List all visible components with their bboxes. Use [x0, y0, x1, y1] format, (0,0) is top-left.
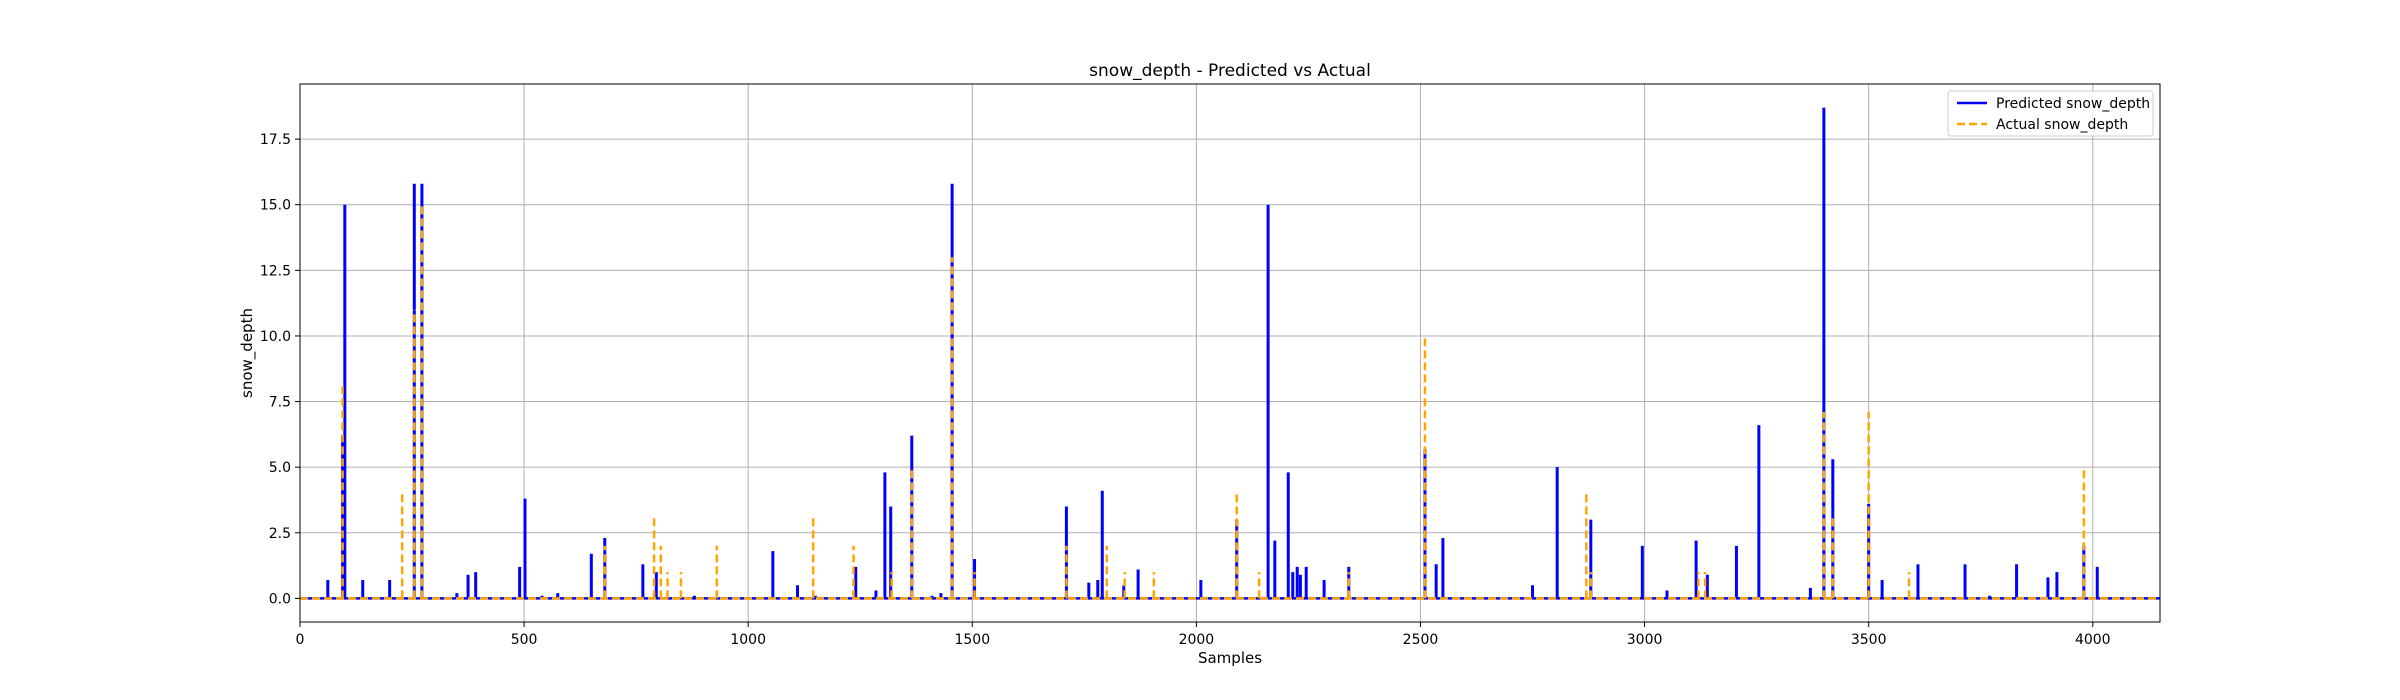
- x-tick-label: 1000: [730, 632, 766, 648]
- y-tick-label: 17.5: [260, 132, 291, 148]
- x-tick-label: 3500: [1851, 632, 1887, 648]
- y-tick-label: 10.0: [260, 329, 291, 345]
- x-tick-label: 0: [296, 632, 305, 648]
- y-tick-label: 0.0: [269, 591, 291, 607]
- legend-label-actual: Actual snow_depth: [1996, 117, 2128, 133]
- y-tick-label: 7.5: [269, 395, 291, 411]
- legend-label-predicted: Predicted snow_depth: [1996, 96, 2150, 112]
- x-tick-label: 2000: [1179, 632, 1215, 648]
- y-tick-label: 2.5: [269, 526, 291, 542]
- x-tick-label: 500: [511, 632, 538, 648]
- y-axis-label: snow_depth: [238, 308, 257, 398]
- plot-frame: [299, 83, 2161, 623]
- y-tick-label: 15.0: [260, 198, 291, 214]
- x-tick-label: 4000: [2075, 632, 2111, 648]
- plot-area: [300, 107, 2160, 600]
- y-tick-label: 5.0: [269, 460, 291, 476]
- x-tick-label: 1500: [954, 632, 990, 648]
- x-tick-label: 3000: [1627, 632, 1663, 648]
- y-tick-label: 12.5: [260, 263, 291, 279]
- axis-ticks: 0 500 1000 1500 2000 2500 3000 3500 4000 0.0 2.5 5.…: [260, 132, 2111, 648]
- x-tick-label: 2500: [1403, 632, 1439, 648]
- chart-title: snow_depth - Predicted vs Actual: [1089, 61, 1371, 81]
- legend: Predicted snow_depth Actual snow_depth: [1947, 90, 2154, 137]
- legend-box: [1947, 90, 2154, 137]
- x-axis-label: Samples: [1198, 649, 1262, 667]
